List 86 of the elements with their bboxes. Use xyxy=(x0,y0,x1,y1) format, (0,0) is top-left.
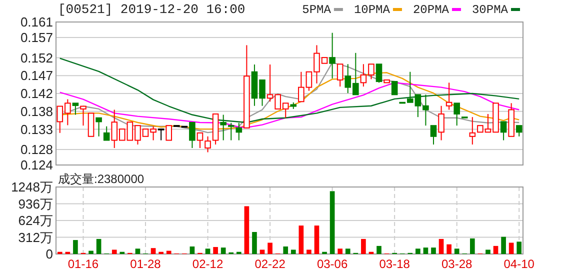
bar xyxy=(446,244,452,254)
candlestick xyxy=(469,116,476,146)
y-tick-label: 0.147 xyxy=(20,68,53,84)
bar xyxy=(516,242,522,254)
bar xyxy=(135,248,140,254)
bar xyxy=(190,246,195,254)
candlestick xyxy=(236,122,242,141)
candlestick xyxy=(500,121,507,141)
y-tick-label: 0.157 xyxy=(20,30,53,45)
candlestick xyxy=(329,32,336,79)
bar xyxy=(268,242,272,254)
y-tick-label: 0.142 xyxy=(20,86,53,101)
bar xyxy=(501,236,506,254)
bar xyxy=(306,250,312,254)
bar xyxy=(205,248,210,254)
candlestick xyxy=(96,117,102,137)
bar xyxy=(454,248,460,254)
bar xyxy=(244,206,250,254)
legend-label: 5PMA xyxy=(302,3,332,17)
candlestick xyxy=(166,125,172,141)
bar xyxy=(330,191,335,254)
x-tick-label: 03-18 xyxy=(379,257,410,271)
candlestick xyxy=(376,64,382,84)
candlestick xyxy=(88,112,94,137)
candlestick xyxy=(103,126,110,141)
bar xyxy=(213,247,218,254)
y-tick-label: 624万 xyxy=(18,213,53,228)
chart-title: [00521] 2019-12-20 16:00 xyxy=(58,2,246,17)
bar xyxy=(470,238,475,254)
y-tick-label: 936万 xyxy=(18,196,53,212)
candlestick xyxy=(446,82,452,110)
bar xyxy=(345,248,350,254)
bar xyxy=(338,248,343,254)
candlestick xyxy=(80,106,86,126)
x-tick-label: 01-28 xyxy=(130,257,162,271)
x-tick-label: 01-16 xyxy=(68,257,99,271)
candlestick xyxy=(391,81,398,96)
bar xyxy=(423,248,428,254)
bar xyxy=(290,250,296,254)
line-series xyxy=(59,58,520,124)
bar xyxy=(220,248,226,254)
bar xyxy=(438,238,444,254)
bar xyxy=(88,250,94,254)
candlestick xyxy=(516,125,522,137)
y-tick-label: 0.128 xyxy=(20,142,53,158)
bar xyxy=(486,250,490,254)
bar xyxy=(283,246,288,254)
bar xyxy=(96,238,102,254)
x-tick-label: 02-12 xyxy=(192,257,224,271)
y-tick-label: 1248万 xyxy=(11,180,53,194)
bar xyxy=(376,246,382,254)
text: 成交量:2380000 xyxy=(58,172,144,186)
candlestick xyxy=(72,102,79,116)
y-tick-label: 0 xyxy=(46,246,53,262)
bar xyxy=(493,246,498,254)
bar xyxy=(73,240,78,254)
bar xyxy=(112,250,117,254)
bar xyxy=(298,226,304,254)
candlestick xyxy=(430,125,437,146)
x-tick-label: 03-28 xyxy=(441,257,473,271)
legend-label: 10PMA xyxy=(354,3,391,17)
x-tick-label: 02-22 xyxy=(254,257,286,271)
candlestick xyxy=(158,128,164,141)
x-tick-label: 03-06 xyxy=(316,257,348,271)
bar xyxy=(252,232,257,254)
bar xyxy=(150,248,156,254)
candlestick xyxy=(336,64,344,88)
candlestick xyxy=(189,122,196,148)
y-tick-label: 0.133 xyxy=(20,122,53,137)
candlestick xyxy=(438,105,444,141)
y-tick-label: 312万 xyxy=(18,230,53,245)
bar xyxy=(508,242,514,254)
bar xyxy=(166,250,172,254)
y-tick-label: 0.152 xyxy=(20,50,53,66)
bar xyxy=(314,226,320,254)
candlestick xyxy=(454,102,460,126)
y-tick-label: 0.124 xyxy=(20,158,53,172)
bar xyxy=(361,238,366,254)
legend-label: 20PMA xyxy=(412,3,450,17)
y-tick-label: 0.161 xyxy=(20,14,53,30)
y-tick-label: 0.138 xyxy=(20,104,53,119)
bar xyxy=(416,248,420,254)
bar xyxy=(431,248,436,254)
legend-label: 30PMA xyxy=(472,3,509,17)
x-tick-label: 04-10 xyxy=(504,257,535,271)
bar xyxy=(260,250,265,254)
